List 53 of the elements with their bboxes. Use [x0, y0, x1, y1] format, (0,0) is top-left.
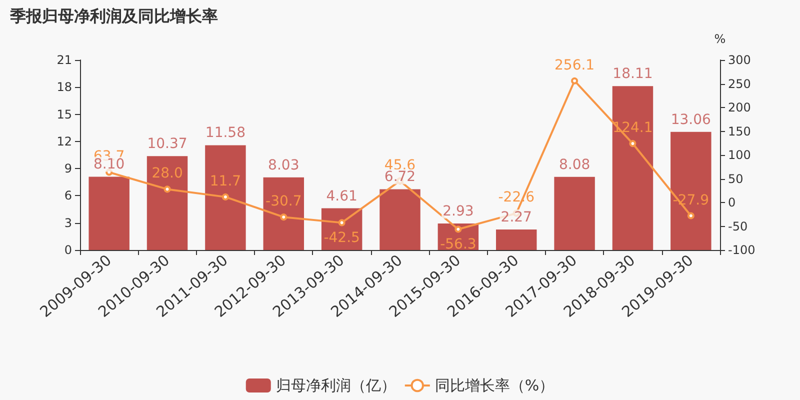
point: [280, 214, 288, 221]
data-label: 8.03: [268, 157, 300, 174]
data-label: 2.27: [500, 209, 532, 226]
y-tick-label: 9: [64, 162, 72, 176]
y-tick-label: 15: [56, 107, 72, 122]
data-label: 2.93: [442, 203, 474, 220]
point: [687, 212, 694, 220]
bar: [146, 156, 188, 250]
y2-tick-label: 200: [728, 100, 751, 114]
data-label: 11.7: [210, 173, 242, 190]
bar: [554, 176, 595, 250]
y2-tick-label: 50: [728, 172, 744, 186]
y2-axis-title: %: [714, 32, 726, 46]
point: [454, 226, 462, 233]
legend-label: 归母净利润（亿）: [276, 376, 396, 394]
data-label: 256.1: [554, 57, 595, 74]
y-tick-label: 0: [64, 243, 72, 257]
data-label: -42.5: [324, 230, 360, 246]
y-tick-label: 6: [64, 188, 72, 203]
data-label: 8.08: [558, 156, 590, 173]
y2-tick-label: 250: [728, 76, 751, 91]
y-tick-label: 21: [56, 53, 72, 67]
data-label: 11.58: [205, 125, 246, 142]
chart-title: 季报归母净利润及同比增长率: [9, 6, 218, 26]
y2-tick-label: -100: [728, 243, 756, 257]
data-label: -56.3: [440, 236, 476, 253]
data-label: -30.7: [266, 194, 302, 210]
data-label: 13.06: [670, 112, 712, 128]
y2-tick-label: 300: [728, 53, 751, 67]
y-tick-label: 18: [56, 80, 72, 94]
point: [571, 77, 578, 84]
bar: [612, 86, 654, 250]
data-label: 4.61: [326, 188, 358, 204]
point: [338, 219, 346, 226]
bar: [205, 145, 246, 250]
bar: [496, 229, 537, 250]
bar: [380, 189, 420, 250]
y-tick-label: 3: [64, 216, 72, 230]
legend-label: 同比增长率（%）: [434, 376, 554, 394]
y2-tick-label: -50: [728, 219, 748, 234]
point: [164, 186, 171, 193]
data-label: 10.37: [147, 136, 188, 152]
y2-tick-label: 0: [728, 196, 736, 210]
y2-tick-label: 100: [728, 148, 751, 162]
bar: [88, 176, 130, 250]
point: [629, 140, 636, 148]
bar: [263, 177, 304, 250]
y2-tick-label: 150: [728, 124, 751, 138]
data-label: 18.11: [612, 66, 653, 82]
data-label: 28.0: [152, 166, 183, 182]
y-tick-label: 12: [56, 134, 72, 148]
bar: [670, 132, 712, 250]
point: [222, 193, 229, 200]
